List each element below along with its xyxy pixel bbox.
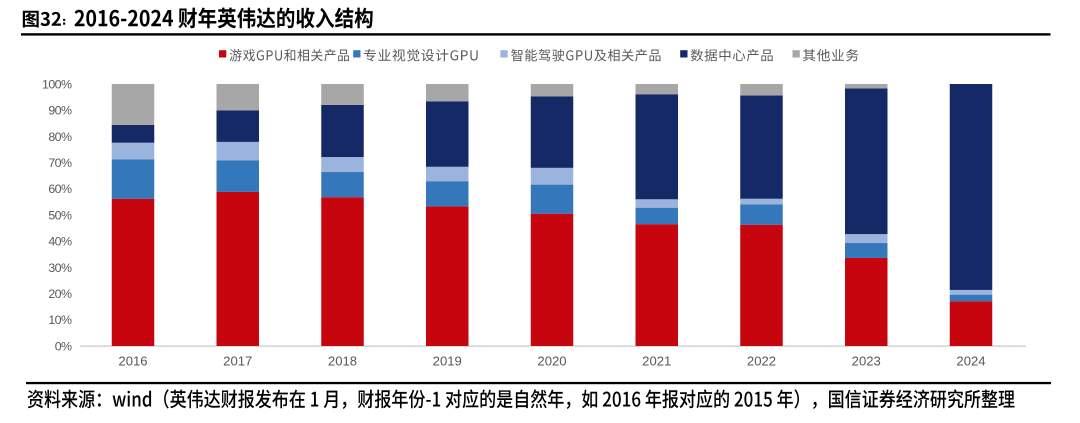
svg-text:0%: 0% xyxy=(55,339,72,353)
svg-text:2023: 2023 xyxy=(852,353,881,368)
svg-text:50%: 50% xyxy=(48,208,72,222)
svg-text:2017: 2017 xyxy=(223,353,252,368)
svg-text:100%: 100% xyxy=(42,77,72,91)
svg-text:2018: 2018 xyxy=(328,353,357,368)
svg-text:2016: 2016 xyxy=(118,353,147,368)
svg-text:80%: 80% xyxy=(48,130,72,144)
svg-text:2019: 2019 xyxy=(433,353,462,368)
svg-text:60%: 60% xyxy=(48,182,72,196)
svg-text:70%: 70% xyxy=(48,156,72,170)
svg-text:30%: 30% xyxy=(48,261,72,275)
svg-text:40%: 40% xyxy=(48,235,72,249)
svg-text:20%: 20% xyxy=(48,287,72,301)
svg-text:2024: 2024 xyxy=(956,353,985,368)
svg-text:90%: 90% xyxy=(48,104,72,118)
svg-text:2020: 2020 xyxy=(537,353,566,368)
svg-text:2021: 2021 xyxy=(642,353,671,368)
svg-text:10%: 10% xyxy=(48,313,72,327)
svg-text:2022: 2022 xyxy=(747,353,776,368)
